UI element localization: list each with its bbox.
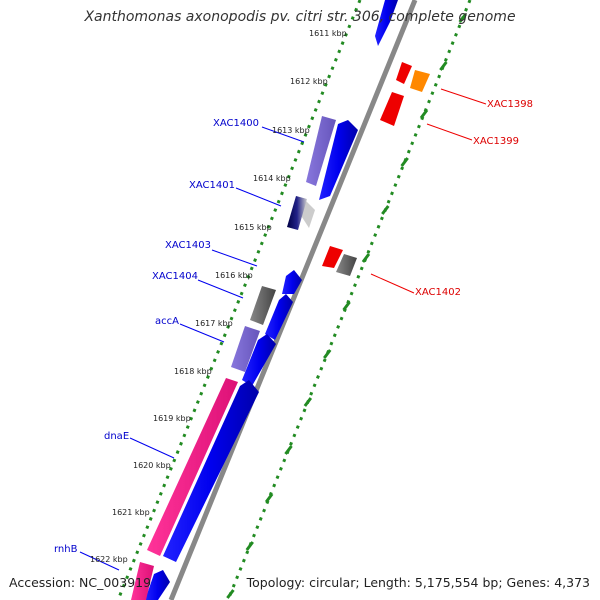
kbp-label: 1615 kbp (234, 223, 272, 232)
kbp-label: 1617 kbp (195, 319, 233, 328)
navy-feature (287, 196, 307, 230)
kbp-labels: 1611 kbp 1612 kbp 1613 kbp 1614 kbp 1615… (90, 29, 347, 564)
accession-text: Accession: NC_003919 (9, 575, 152, 590)
gene-arrow (145, 570, 170, 600)
gene-label-dnae[interactable]: dnaE (104, 431, 129, 442)
gene-arrow (322, 246, 343, 268)
rail-tick (264, 493, 274, 503)
gene-label-xac1399[interactable]: XAC1399 (473, 136, 519, 147)
gene-arrow (319, 120, 358, 200)
gene-arrow (410, 70, 430, 92)
rail-tick (439, 61, 448, 71)
topology-text: Topology: circular; Length: 5,175,554 bp… (246, 575, 590, 590)
rail-tick (342, 301, 351, 311)
kbp-label: 1619 kbp (153, 414, 191, 423)
gene-labels: XAC1400 XAC1401 XAC1403 XAC1404 accA dna… (54, 99, 533, 555)
gene-label-xac1404[interactable]: XAC1404 (152, 271, 198, 282)
purple-feature (306, 116, 336, 186)
purple-feature (231, 326, 260, 372)
pink-feature (131, 562, 154, 600)
rail-tick (226, 589, 235, 599)
gene-label-xac1401[interactable]: XAC1401 (189, 180, 235, 191)
rail-tick (245, 541, 254, 551)
rail-tick (400, 157, 409, 167)
gene-label-rnhb[interactable]: rnhB (54, 544, 78, 555)
kbp-label: 1612 kbp (290, 77, 328, 86)
reverse-genes (322, 62, 430, 276)
gene-arrow (336, 254, 357, 276)
gene-label-acca[interactable]: accA (155, 316, 179, 327)
gene-arrow (265, 294, 293, 340)
gene-arrow (380, 92, 404, 126)
rail-tick (361, 253, 371, 263)
kbp-label: 1611 kbp (309, 29, 347, 38)
kbp-label: 1621 kbp (112, 508, 150, 517)
left-tick-rail (116, 0, 362, 600)
kbp-label: 1618 kbp (174, 367, 212, 376)
kbp-label: 1622 kbp (90, 555, 128, 564)
gene-arrow (282, 270, 302, 294)
kbp-label: 1616 kbp (215, 271, 253, 280)
rail-tick (323, 349, 332, 359)
rail-tick (303, 397, 313, 407)
gene-label-xac1400[interactable]: XAC1400 (213, 118, 259, 129)
gray-feature (250, 286, 276, 325)
kbp-label: 1613 kbp (272, 126, 310, 135)
kbp-label: 1614 kbp (253, 174, 291, 183)
page-title: Xanthomonas axonopodis pv. citri str. 30… (84, 9, 516, 25)
gene-arrow (163, 380, 259, 562)
pink-feature (147, 378, 238, 556)
gene-label-xac1402[interactable]: XAC1402 (415, 287, 461, 298)
right-rail-ticks (226, 13, 467, 599)
rail-tick (458, 13, 467, 23)
genome-backbone (168, 0, 418, 600)
features (131, 116, 336, 600)
gene-arrow (396, 62, 412, 84)
rail-tick (284, 445, 293, 455)
rail-tick (381, 205, 390, 215)
gene-label-xac1398[interactable]: XAC1398 (487, 99, 533, 110)
kbp-label: 1620 kbp (133, 461, 171, 470)
gene-arrow (375, 0, 398, 46)
gene-arrow (242, 334, 276, 386)
rail-tick (419, 109, 429, 119)
gene-label-xac1403[interactable]: XAC1403 (165, 240, 211, 251)
label-connectors (79, 88, 487, 571)
